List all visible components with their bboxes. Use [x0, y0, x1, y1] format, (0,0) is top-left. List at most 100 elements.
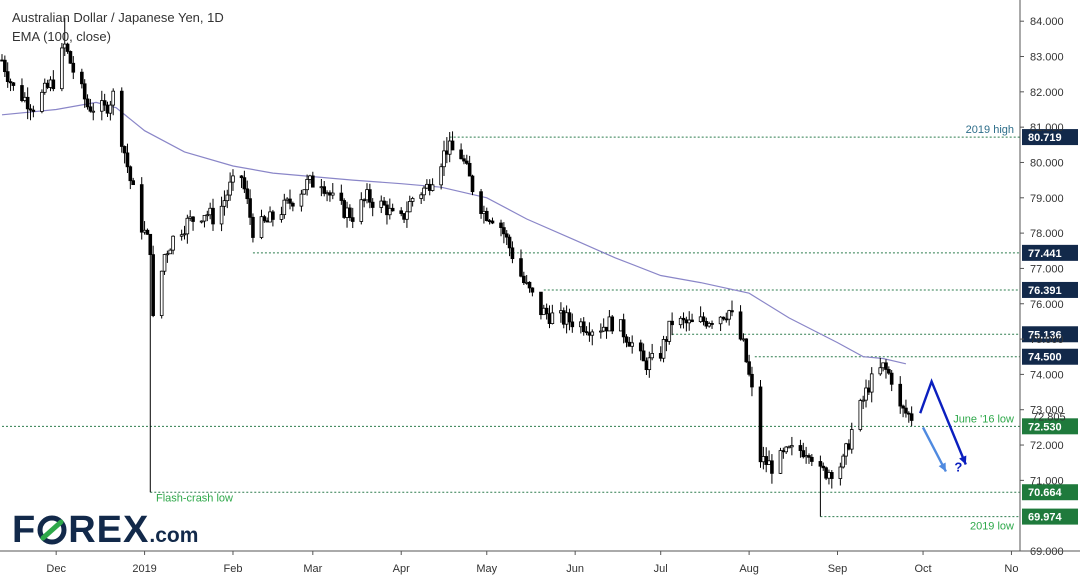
candle-body	[818, 461, 823, 467]
candle-body	[482, 210, 486, 214]
candle-body	[884, 362, 888, 370]
candle-body	[231, 175, 235, 183]
candle-body	[80, 71, 84, 85]
candle-body	[738, 311, 743, 340]
x-tick-label: Mar	[303, 563, 322, 575]
question-mark-annotation: ?	[954, 460, 962, 475]
time-axis[interactable]: Dec 2019 Feb Mar Apr May Jun Jul Aug Sep Oct No	[0, 550, 1080, 575]
candle-body	[858, 400, 863, 430]
candle-body	[285, 198, 289, 201]
candle-body	[23, 96, 27, 101]
candle-body	[399, 210, 404, 214]
candle-body	[145, 229, 150, 235]
candle-body	[504, 233, 509, 238]
candle-body	[798, 445, 803, 451]
candle-body	[339, 192, 344, 201]
candle-body	[787, 446, 791, 449]
candle-body	[530, 287, 535, 293]
candle-body	[305, 179, 309, 191]
candle-body	[869, 373, 874, 393]
candle-body	[291, 202, 295, 207]
candle-body	[265, 220, 269, 223]
candle-body	[704, 321, 709, 327]
logo-domain: .com	[149, 524, 199, 547]
candle-body	[330, 192, 335, 196]
level-price-label: 76.391	[1028, 285, 1062, 297]
candle-body	[810, 456, 814, 462]
candle-body	[710, 323, 714, 325]
candle-body	[579, 321, 583, 328]
candle-body	[638, 342, 643, 352]
candle-body	[447, 140, 452, 155]
candle-body	[20, 85, 24, 101]
candle-body	[849, 429, 854, 450]
candle-body	[25, 96, 30, 110]
candle-body	[0, 59, 4, 62]
candle-body	[205, 214, 210, 217]
candle-body	[8, 81, 13, 84]
candle-body	[587, 332, 592, 336]
candle-body	[864, 387, 868, 401]
candle-body	[419, 194, 423, 199]
candle-body	[245, 188, 250, 200]
candle-body	[348, 207, 352, 219]
candle-body	[199, 220, 204, 223]
candle-body	[102, 100, 107, 106]
candle-body	[507, 236, 512, 249]
candle-body	[407, 201, 412, 213]
candle-body	[664, 339, 669, 342]
candle-body	[681, 317, 686, 321]
primary-projection-arrow-head	[959, 455, 967, 465]
candle-body	[370, 201, 375, 208]
candle-body	[527, 281, 532, 289]
candle-body	[119, 90, 124, 147]
logo-letter-f: F	[12, 509, 37, 551]
candle-body	[282, 199, 287, 216]
level-price-tag	[1022, 348, 1078, 365]
level-price-label: 72.530	[1028, 421, 1062, 433]
candle-body	[168, 249, 173, 255]
candle-body	[3, 59, 7, 73]
candle-body	[747, 361, 751, 375]
candle-body	[268, 211, 272, 223]
x-tick-label: Jun	[566, 563, 584, 575]
candle-body	[108, 104, 113, 114]
level-price-tag	[1022, 418, 1078, 435]
candle-body	[439, 166, 443, 186]
y-tick-label: 76.000	[1030, 299, 1064, 311]
candle-body	[219, 205, 224, 225]
candle-body	[559, 310, 563, 314]
candle-body	[262, 216, 267, 222]
candle-body	[125, 152, 130, 168]
candle-body	[878, 367, 883, 375]
candle-body	[445, 150, 449, 155]
candle-body	[767, 460, 771, 465]
candle-body	[898, 383, 903, 407]
level-note: June '16 low	[953, 413, 1014, 425]
candle-body	[405, 211, 409, 220]
candle-body	[741, 338, 746, 341]
candle-body	[402, 213, 406, 220]
candle-body	[302, 189, 307, 195]
candle-body	[148, 233, 153, 256]
candle-body	[427, 183, 432, 191]
x-tick-label: Jul	[654, 563, 668, 575]
candlestick-series	[0, 17, 914, 517]
candle-body	[804, 455, 808, 458]
candle-body	[550, 312, 555, 324]
candle-body	[599, 330, 603, 333]
candle-body	[410, 198, 415, 202]
candle-body	[465, 160, 469, 164]
candle-body	[51, 79, 56, 90]
candle-body	[368, 189, 372, 203]
candle-body	[544, 307, 549, 315]
candle-body	[422, 187, 426, 196]
candle-body	[279, 214, 284, 220]
candle-body	[698, 316, 703, 323]
price-axis[interactable]: 69.000 71.000 72.000 73.000 74.000 75.000 76.0…	[1019, 0, 1066, 558]
candle-body	[379, 200, 384, 208]
candle-body	[308, 175, 312, 180]
candle-body	[519, 258, 523, 277]
candle-body	[584, 331, 589, 334]
